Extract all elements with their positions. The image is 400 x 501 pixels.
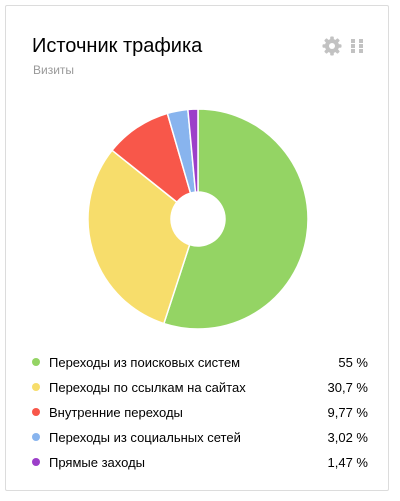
legend-dot-social	[32, 433, 40, 441]
legend-dot-internal	[32, 408, 40, 416]
legend-label: Внутренние переходы	[49, 405, 183, 420]
legend-item-internal[interactable]: Внутренние переходы 9,77 %	[32, 400, 368, 425]
gear-icon[interactable]	[322, 36, 342, 56]
chart-legend: Переходы из поисковых систем 55 % Перехо…	[32, 350, 368, 475]
legend-label: Переходы из поисковых систем	[49, 355, 241, 370]
pie-slice-search[interactable]	[162, 108, 309, 330]
legend-item-links[interactable]: Переходы по ссылкам на сайтах 30,7 %	[32, 375, 368, 400]
legend-item-direct[interactable]: Прямые заходы 1,47 %	[32, 450, 368, 475]
legend-label: Переходы из социальных сетей	[49, 430, 241, 445]
legend-item-search[interactable]: Переходы из поисковых систем 55 %	[32, 350, 368, 375]
pie-slice-direct[interactable]	[187, 108, 199, 193]
widget-subtitle: Визиты	[33, 63, 75, 77]
legend-value: 30,7 %	[327, 380, 368, 395]
legend-value: 1,47 %	[327, 455, 368, 470]
legend-dot-search	[32, 358, 40, 366]
legend-label: Прямые заходы	[49, 455, 146, 470]
legend-dot-direct	[32, 458, 40, 466]
legend-value: 3,02 %	[327, 430, 368, 445]
pie-slice-links[interactable]	[87, 149, 191, 325]
legend-item-social[interactable]: Переходы из социальных сетей 3,02 %	[32, 425, 368, 450]
widget-title: Источник трафика	[32, 35, 203, 57]
legend-label: Переходы по ссылкам на сайтах	[49, 380, 246, 395]
traffic-source-widget: Источник трафика Визиты Переходы из поис…	[5, 5, 389, 491]
drag-grip-icon[interactable]	[350, 38, 364, 54]
legend-dot-links	[32, 383, 40, 391]
legend-value: 9,77 %	[327, 405, 368, 420]
legend-value: 55 %	[338, 355, 368, 370]
traffic-source-donut-chart	[87, 108, 309, 330]
